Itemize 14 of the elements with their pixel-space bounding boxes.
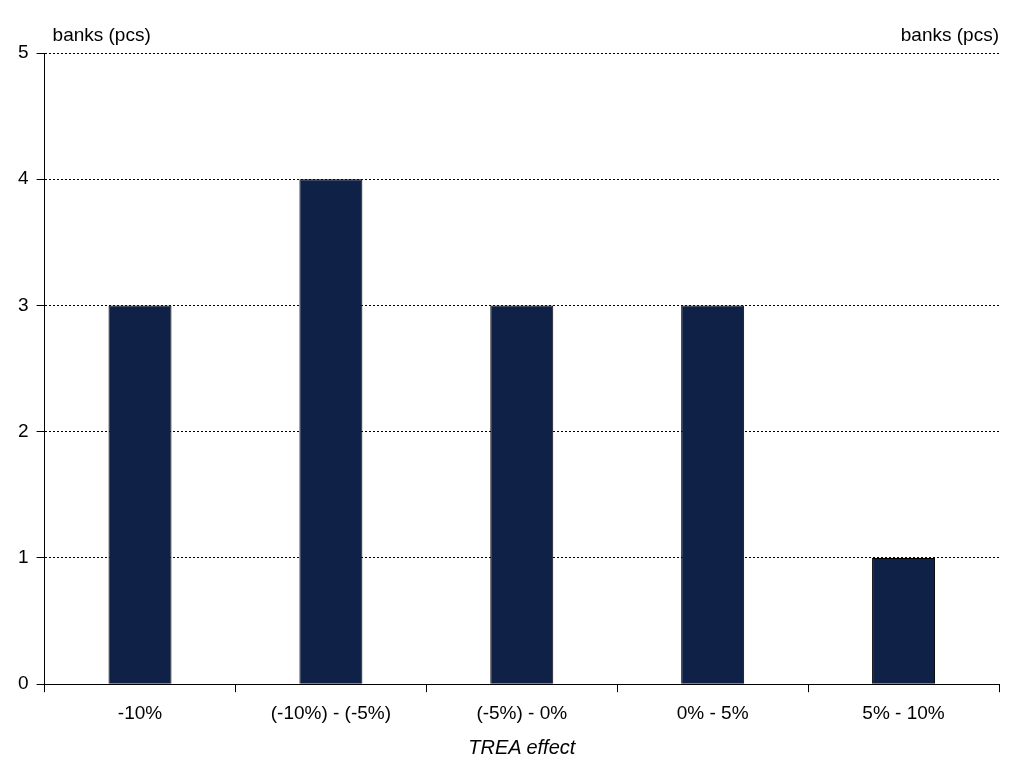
y-tick-label: 5 [17, 41, 29, 63]
y-axis-title: banks (pcs) [52, 23, 151, 45]
y2-axis-title: banks (pcs) [900, 23, 999, 45]
x-axis-title: TREA effect [468, 735, 577, 758]
y-tick-label: 3 [17, 293, 29, 315]
y-tick-label: 0 [17, 672, 29, 694]
x-tick-label: (-10%) - (-5%) [270, 701, 392, 723]
y-tick-label: 1 [17, 546, 29, 568]
y-tick-label: 2 [17, 419, 29, 441]
x-tick-label: 0% - 5% [676, 701, 749, 723]
x-tick-label: -10% [117, 701, 163, 723]
y-tick-label: 4 [17, 167, 29, 189]
x-tick-label: (-5%) - 0% [476, 701, 568, 723]
x-tick-label: 5% - 10% [862, 701, 945, 723]
